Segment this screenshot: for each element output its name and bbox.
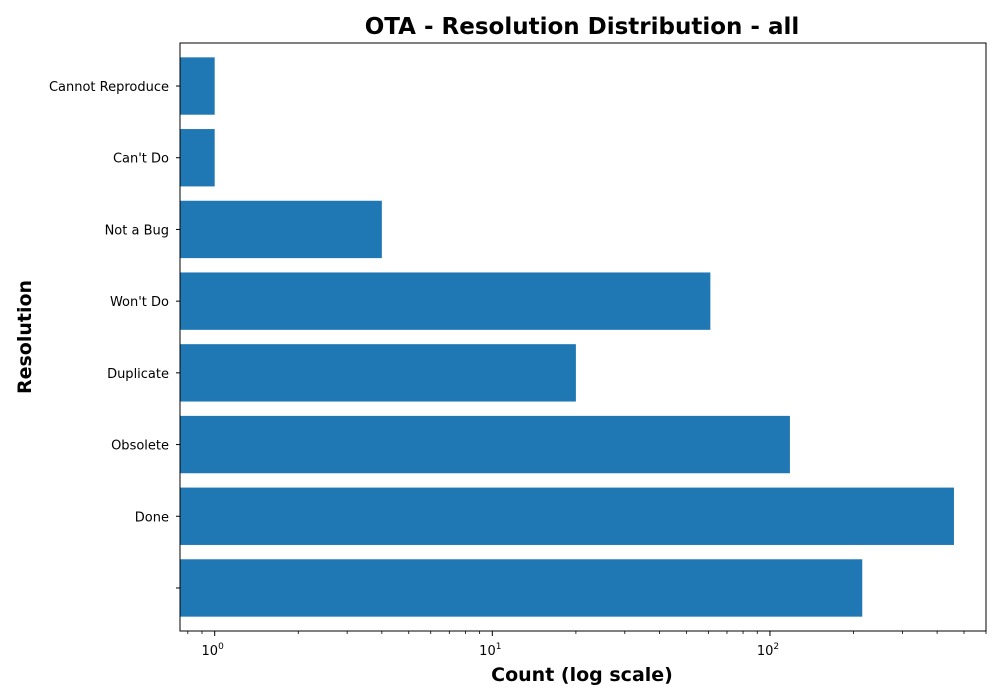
x-ticks-group: 100 101 102	[187, 631, 987, 659]
y-ticks-group: Cannot Reproduce Can't Do Not a Bug Won't D…	[49, 80, 180, 589]
y-tick-label: Can't Do	[113, 152, 169, 167]
y-tick-label: Not a Bug	[105, 223, 169, 238]
chart-title: OTA - Resolution Distribution - all	[365, 14, 800, 40]
bar	[180, 200, 382, 259]
x-tick-label: 100	[202, 642, 225, 659]
bar	[180, 129, 215, 187]
plot-frame	[179, 42, 987, 632]
x-axis-label: Count (log scale)	[491, 664, 673, 686]
x-tick-label: 101	[479, 642, 501, 659]
bar	[180, 559, 863, 617]
bar	[180, 272, 711, 330]
y-axis-label: Resolution	[14, 280, 36, 394]
x-tick-label: 102	[757, 642, 779, 659]
bar	[180, 415, 790, 474]
bars-group	[180, 57, 954, 617]
y-tick-label: Won't Do	[110, 295, 169, 310]
y-tick-label: Duplicate	[107, 367, 169, 382]
y-tick-label: Obsolete	[111, 439, 169, 454]
bar	[180, 57, 215, 115]
y-tick-label: Cannot Reproduce	[49, 80, 169, 95]
y-tick-label: Done	[135, 510, 169, 525]
bar	[180, 344, 576, 402]
bar	[180, 487, 954, 545]
